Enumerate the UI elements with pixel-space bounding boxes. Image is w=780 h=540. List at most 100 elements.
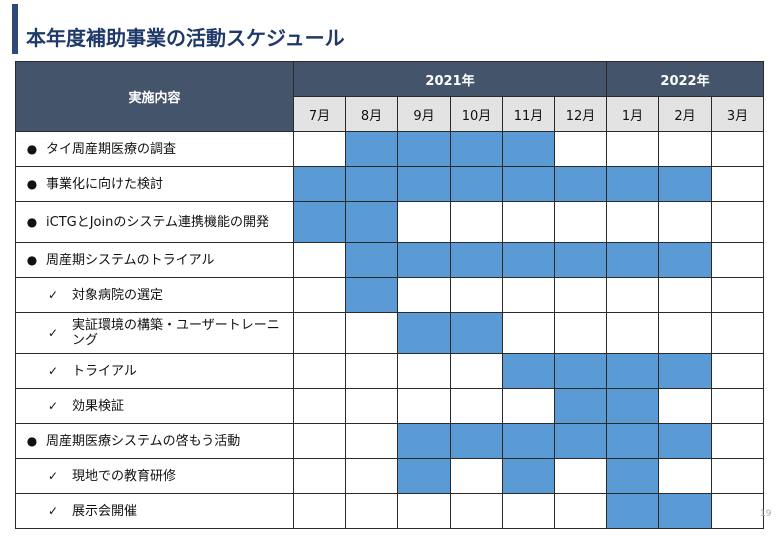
schedule-table: 実施内容 2021年 2022年 7月 8月 9月 10月 11月 12月 1月… — [15, 61, 764, 529]
schedule-cell — [606, 312, 659, 354]
task-label-cell: ✓ 効果検証 — [15, 388, 294, 424]
task-label-cell: ● iCTGとJoinのシステム連携機能の開発 — [15, 201, 294, 243]
bullet-icon: ● — [26, 433, 38, 448]
schedule-cell-active — [345, 166, 398, 202]
schedule-cell — [658, 458, 712, 494]
schedule-cell — [397, 201, 451, 243]
schedule-cell — [711, 242, 764, 278]
schedule-cell — [397, 388, 451, 424]
schedule-cell — [658, 131, 712, 167]
schedule-cell-active — [554, 166, 607, 202]
month-header: 3月 — [711, 96, 764, 132]
schedule-cell — [293, 242, 346, 278]
schedule-cell — [293, 423, 346, 459]
schedule-row: ● 周産期医療システムの啓もう活動 — [15, 423, 764, 459]
task-label: トライアル — [72, 363, 137, 379]
schedule-cell — [711, 312, 764, 354]
schedule-cell-active — [606, 166, 659, 202]
schedule-cell — [450, 201, 503, 243]
schedule-cell — [554, 201, 607, 243]
schedule-row: ✓ 展示会開催 — [15, 493, 764, 529]
schedule-row: ● 事業化に向けた検討 — [15, 166, 764, 202]
schedule-cell — [606, 201, 659, 243]
schedule-cell-active — [397, 423, 451, 459]
schedule-cell — [397, 493, 451, 529]
schedule-cell-active — [450, 131, 503, 167]
schedule-cell — [345, 423, 398, 459]
schedule-cell-active — [502, 423, 555, 459]
task-label-cell: ✓ 現地での教育研修 — [15, 458, 294, 494]
schedule-cell — [606, 131, 659, 167]
schedule-cell — [606, 277, 659, 313]
month-header-row: 7月 8月 9月 10月 11月 12月 1月 2月 3月 — [16, 96, 764, 132]
schedule-cell-active — [554, 388, 607, 424]
task-label: iCTGとJoinのシステム連携機能の開発 — [46, 214, 269, 230]
schedule-cell — [345, 493, 398, 529]
schedule-cell — [450, 277, 503, 313]
schedule-cell — [450, 388, 503, 424]
content-column-header: 実施内容 — [15, 61, 294, 132]
schedule-body: ● タイ周産期医療の調査 ● 事業化に向けた検討 ● iCTGとJoinのシステム連携機能… — [15, 131, 764, 529]
schedule-cell — [450, 353, 503, 389]
schedule-cell — [711, 388, 764, 424]
schedule-cell-active — [397, 166, 451, 202]
schedule-cell-active — [450, 166, 503, 202]
task-label-cell: ✓ 実証環境の構築・ユーザートレーニング — [15, 312, 294, 354]
check-icon: ✓ — [47, 468, 58, 483]
schedule-cell — [345, 312, 398, 354]
schedule-cell — [711, 201, 764, 243]
schedule-cell-active — [397, 242, 451, 278]
month-header: 7月 — [293, 96, 346, 132]
schedule-cell-active — [658, 353, 712, 389]
schedule-cell — [293, 388, 346, 424]
month-header: 12月 — [554, 96, 607, 132]
month-header: 1月 — [606, 96, 659, 132]
schedule-cell-active — [502, 353, 555, 389]
task-label-cell: ● タイ周産期医療の調査 — [15, 131, 294, 167]
schedule-cell — [345, 388, 398, 424]
schedule-cell — [345, 458, 398, 494]
month-header: 11月 — [502, 96, 555, 132]
schedule-cell — [397, 353, 451, 389]
schedule-cell — [293, 312, 346, 354]
schedule-cell — [502, 493, 555, 529]
bullet-icon: ● — [26, 214, 38, 229]
schedule-cell-active — [345, 277, 398, 313]
schedule-cell — [711, 277, 764, 313]
schedule-row: ● iCTGとJoinのシステム連携機能の開発 — [15, 201, 764, 243]
schedule-cell — [502, 201, 555, 243]
task-label-cell: ✓ 対象病院の選定 — [15, 277, 294, 313]
schedule-cell — [293, 131, 346, 167]
schedule-cell — [711, 131, 764, 167]
schedule-cell-active — [450, 423, 503, 459]
schedule-cell-active — [345, 131, 398, 167]
schedule-cell-active — [502, 458, 555, 494]
schedule-cell-active — [606, 423, 659, 459]
schedule-row: ● 周産期システムのトライアル — [15, 242, 764, 278]
year-header-2021: 2021年 — [293, 61, 607, 97]
schedule-cell — [658, 388, 712, 424]
schedule-cell-active — [606, 242, 659, 278]
schedule-cell — [502, 277, 555, 313]
schedule-cell-active — [606, 458, 659, 494]
schedule-row: ✓ 効果検証 — [15, 388, 764, 424]
schedule-cell-active — [345, 242, 398, 278]
schedule-cell-active — [606, 388, 659, 424]
task-label: 対象病院の選定 — [72, 287, 164, 303]
schedule-cell-active — [502, 242, 555, 278]
month-header: 9月 — [397, 96, 451, 132]
bullet-icon: ● — [26, 252, 38, 267]
schedule-cell-active — [345, 201, 398, 243]
check-icon: ✓ — [47, 398, 58, 413]
check-icon: ✓ — [47, 287, 58, 302]
schedule-cell — [658, 312, 712, 354]
schedule-cell — [293, 493, 346, 529]
schedule-cell-active — [450, 242, 503, 278]
schedule-cell-active — [554, 353, 607, 389]
task-label-cell: ✓ トライアル — [15, 353, 294, 389]
schedule-cell — [711, 493, 764, 529]
schedule-cell — [711, 423, 764, 459]
task-label: 実証環境の構築・ユーザートレーニング — [72, 318, 280, 348]
month-header: 10月 — [450, 96, 503, 132]
schedule-cell — [554, 493, 607, 529]
